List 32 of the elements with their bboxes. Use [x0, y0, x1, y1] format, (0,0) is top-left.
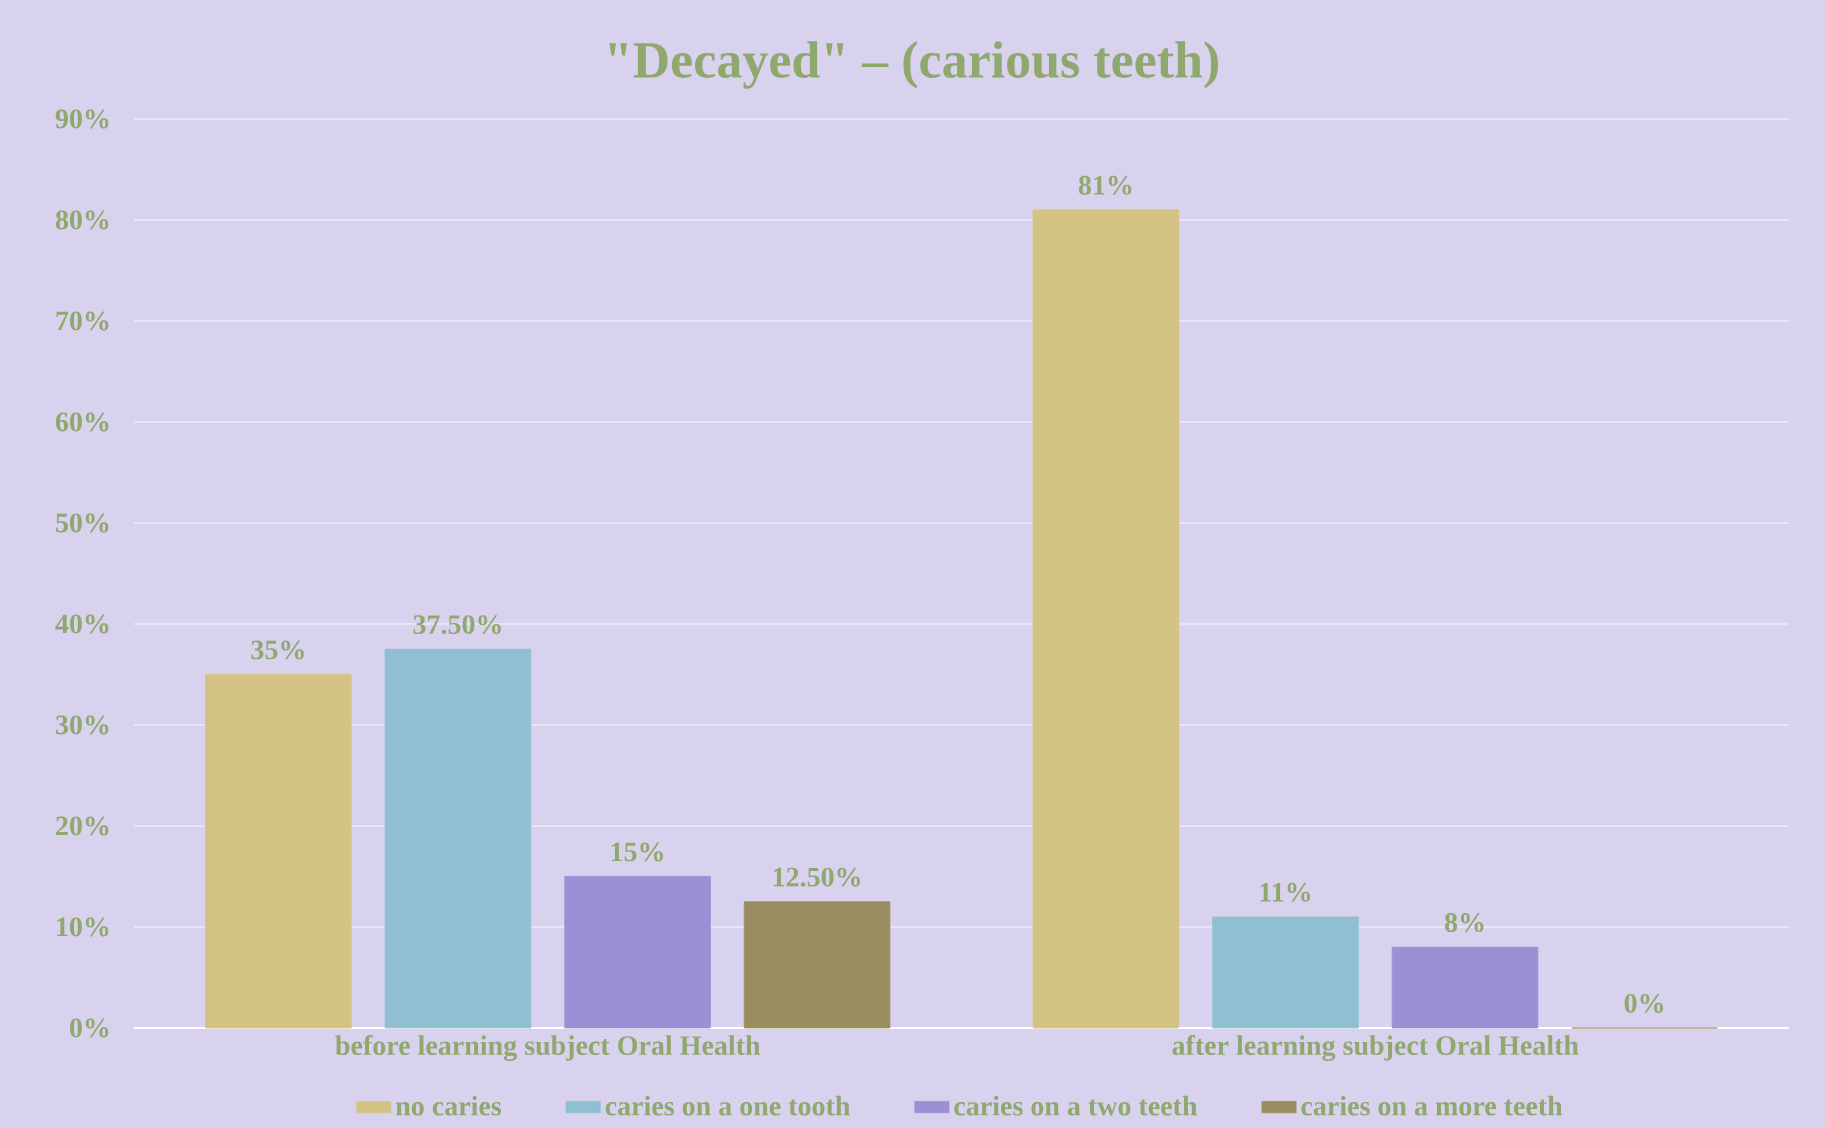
x-tick-label: before learning subject Oral Health — [335, 1035, 761, 1061]
y-tick-label: 0% — [70, 1018, 109, 1038]
y-tick-label: 40% — [55, 614, 109, 634]
bar — [1391, 946, 1539, 1029]
legend-label: caries on a one tooth — [605, 1095, 851, 1116]
bar — [384, 648, 532, 1029]
legend-label: no caries — [395, 1095, 502, 1116]
data-label: 12.50% — [773, 867, 860, 887]
chart-title: "Decayed" – (carious teeth) — [609, 41, 1218, 89]
data-label: 37.50% — [413, 615, 501, 635]
y-tick-label: 60% — [55, 412, 109, 432]
y-tick-label: 70% — [56, 311, 109, 331]
data-label: 8% — [1444, 913, 1484, 933]
legend-label: caries on a more teeth — [1301, 1095, 1563, 1116]
y-tick-label: 10% — [57, 917, 109, 937]
y-tick-label: 30% — [56, 715, 109, 735]
x-tick-label: after learning subject Oral Health — [1172, 1035, 1579, 1061]
bar — [1212, 916, 1359, 1029]
y-tick-label: 20% — [56, 816, 109, 836]
bar — [564, 876, 711, 1029]
data-label: 11% — [1260, 882, 1311, 902]
bar — [205, 674, 352, 1029]
bar — [1032, 209, 1180, 1029]
legend-label: caries on a two teeth — [954, 1095, 1198, 1116]
y-tick-label: 50% — [56, 513, 109, 533]
data-label: 15% — [611, 842, 663, 862]
data-label: 81% — [1078, 175, 1132, 195]
y-tick-label: 80% — [55, 210, 109, 230]
data-label: 35% — [251, 640, 304, 660]
data-label: 0% — [1624, 993, 1663, 1013]
bar — [743, 901, 891, 1029]
y-tick-label: 90% — [55, 109, 109, 129]
